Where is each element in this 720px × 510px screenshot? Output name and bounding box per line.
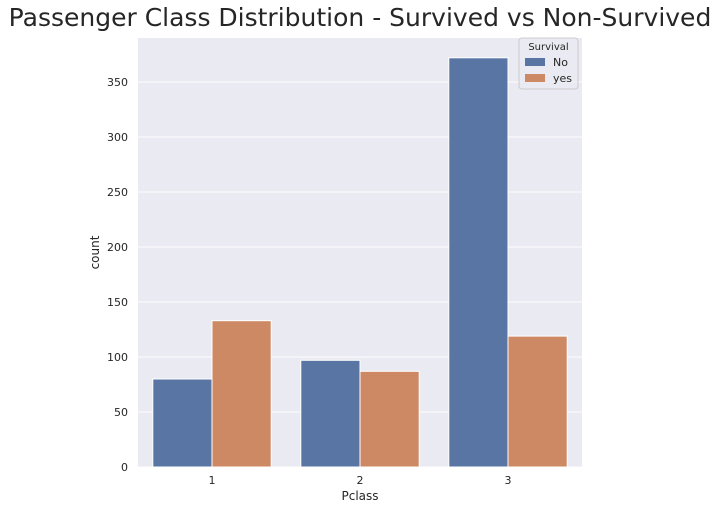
bar-no-pclass-1 (152, 378, 213, 468)
bar-yes-pclass-3 (507, 335, 568, 468)
y-axis-label: count (88, 235, 102, 269)
y-tick-label: 200 (107, 241, 128, 254)
y-tick-label: 250 (107, 186, 128, 199)
x-axis-ticks: 1 2 3 (209, 474, 512, 487)
x-tick-label: 2 (357, 474, 364, 487)
bar-no-pclass-3 (448, 57, 509, 468)
bars (152, 57, 568, 468)
legend-label-no: No (553, 56, 568, 69)
y-tick-label: 0 (121, 461, 128, 474)
y-tick-label: 350 (107, 76, 128, 89)
bar-yes-pclass-1 (211, 320, 272, 468)
y-tick-label: 100 (107, 351, 128, 364)
chart-title: Passenger Class Distribution - Survived … (9, 3, 712, 32)
bar-yes-pclass-2 (359, 370, 420, 468)
bar-no-pclass-2 (300, 359, 361, 468)
legend-label-yes: yes (553, 72, 572, 85)
x-tick-label: 1 (209, 474, 216, 487)
x-tick-label: 3 (505, 474, 512, 487)
y-tick-label: 150 (107, 296, 128, 309)
legend: Survival No yes (518, 37, 579, 90)
y-tick-label: 300 (107, 131, 128, 144)
legend-swatch-no (525, 58, 545, 66)
y-axis-ticks: 0 50 100 150 200 250 300 350 (107, 76, 128, 474)
legend-title: Survival (528, 42, 568, 53)
legend-swatch-yes (525, 74, 545, 82)
x-axis-label: Pclass (341, 489, 378, 503)
y-tick-label: 50 (114, 406, 128, 419)
